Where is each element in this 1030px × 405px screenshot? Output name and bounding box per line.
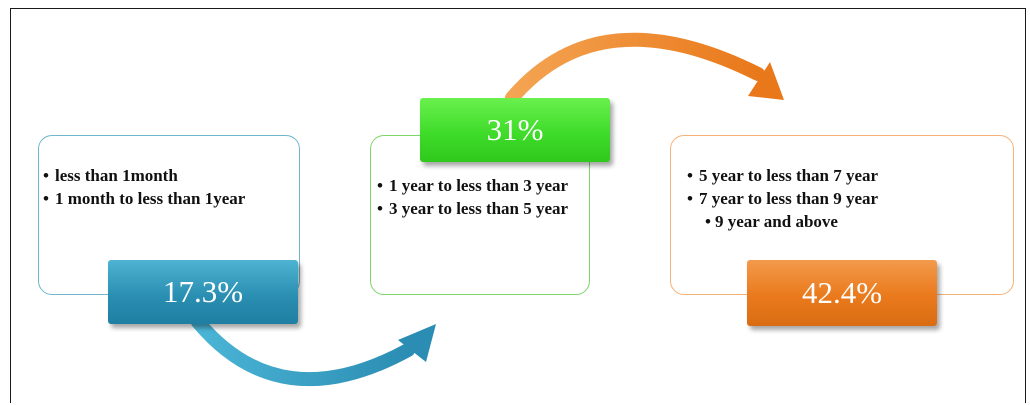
diagram-frame — [10, 8, 1026, 403]
list-item: 3 year to less than 5 year — [377, 199, 587, 218]
list-item: 5 year to less than 7 year — [687, 166, 1007, 185]
stage-1-list: less than 1month 1 month to less than 1y… — [43, 166, 283, 212]
list-item: less than 1month — [43, 166, 283, 185]
stage-1-box: less than 1month 1 month to less than 1y… — [38, 135, 300, 295]
list-item: 9 year and above — [687, 212, 1007, 231]
stage-3-percent: 42.4% — [747, 260, 937, 326]
blue-curved-arrow-icon — [191, 315, 436, 387]
list-item: 1 month to less than 1year — [43, 189, 283, 208]
stage-1-percent: 17.3% — [108, 260, 298, 324]
stage-3-list: 5 year to less than 7 year 7 year to les… — [687, 166, 1007, 235]
list-item: 1 year to less than 3 year — [377, 176, 587, 195]
orange-curved-arrow-icon — [505, 32, 784, 105]
stage-2-percent: 31% — [420, 98, 610, 162]
list-item: 7 year to less than 9 year — [687, 189, 1007, 208]
stage-2-list: 1 year to less than 3 year 3 year to les… — [377, 176, 587, 222]
